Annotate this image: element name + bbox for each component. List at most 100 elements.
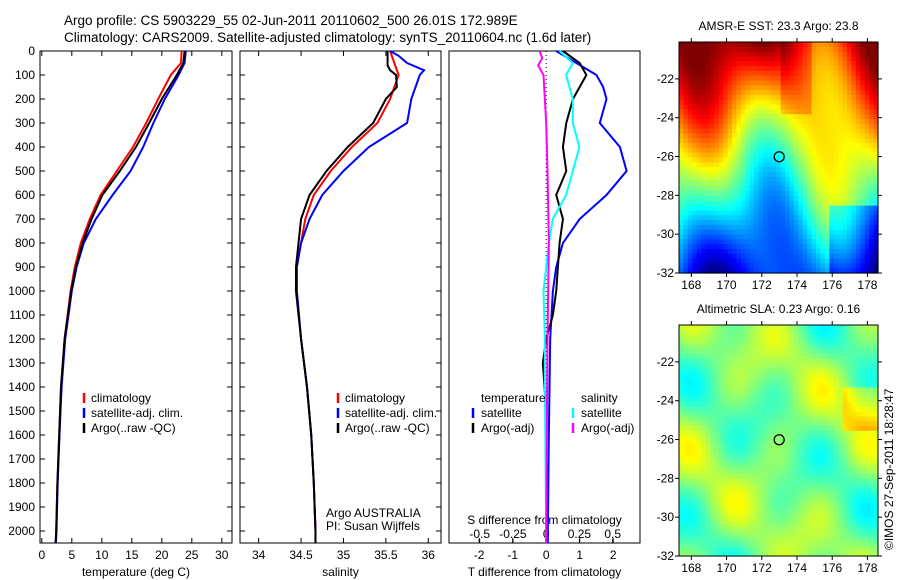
map-cell	[709, 99, 715, 106]
map-cell	[758, 464, 764, 470]
map-cell	[714, 114, 720, 120]
map-cell	[767, 353, 773, 360]
map-cell	[847, 85, 853, 91]
map-cell	[802, 334, 808, 341]
map-cell	[771, 210, 777, 216]
map-cell	[692, 181, 698, 187]
map-cell	[683, 373, 689, 379]
map-cell	[776, 498, 782, 504]
map-cell	[749, 421, 755, 427]
map-cell	[736, 162, 742, 168]
map-cell	[824, 522, 830, 528]
map-cell	[763, 167, 769, 173]
map-cell	[851, 392, 857, 398]
map-cell	[851, 253, 857, 260]
map-cell	[785, 152, 791, 159]
map-cell	[820, 358, 826, 365]
map-cell	[687, 411, 693, 418]
map-cell	[798, 248, 804, 255]
annotation: Argo AUSTRALIA	[326, 506, 421, 520]
map-cell	[833, 507, 839, 514]
map-cell	[847, 387, 853, 393]
map-cell	[696, 205, 702, 212]
map-cell	[732, 464, 738, 470]
map-cell	[679, 464, 685, 470]
map-cell	[811, 450, 817, 456]
map-cell	[718, 123, 724, 130]
map-cell	[705, 430, 711, 437]
map-cell	[820, 488, 826, 495]
map-cell	[705, 373, 711, 379]
map-cell	[829, 479, 835, 485]
map-cell	[723, 244, 729, 250]
map-cell	[709, 239, 715, 245]
map-cell	[687, 224, 693, 231]
map-cell	[754, 85, 760, 91]
map-cell	[763, 268, 769, 274]
map-cell	[763, 522, 769, 528]
map-cell	[855, 239, 861, 245]
map-cell	[696, 171, 702, 178]
map-cell	[749, 220, 755, 226]
map-cell	[816, 85, 822, 91]
map-cell	[714, 377, 720, 384]
map-cell	[701, 224, 707, 231]
map-cell	[679, 244, 685, 250]
map-cell	[705, 507, 711, 514]
map-cell	[692, 210, 698, 216]
map-cell	[767, 334, 773, 341]
x-tick-label: 172	[752, 278, 772, 292]
map-cell	[780, 382, 786, 389]
legend-label: climatology	[345, 391, 405, 405]
map-cell	[767, 522, 773, 528]
map-cell	[767, 440, 773, 446]
map-cell	[718, 114, 724, 120]
map-cell	[776, 353, 782, 360]
map-cell	[749, 450, 755, 456]
y-tick-label: -30	[657, 227, 675, 241]
map-cell	[771, 387, 777, 393]
map-cell	[847, 397, 853, 403]
map-cell	[736, 157, 742, 163]
map-cell	[749, 123, 755, 130]
map-cell	[740, 512, 746, 519]
map-cell	[776, 325, 782, 331]
map-cell	[727, 123, 733, 130]
x-tick-label: 10	[95, 548, 109, 562]
map-cell	[718, 551, 724, 557]
map-cell	[754, 421, 760, 427]
map-cell	[833, 454, 839, 461]
map-cell	[776, 329, 782, 336]
map-cell	[851, 109, 857, 115]
map-cell	[873, 147, 879, 154]
map-cell	[718, 454, 724, 461]
map-cell	[776, 143, 782, 149]
map-cell	[789, 392, 795, 398]
map-cell	[847, 253, 853, 260]
map-cell	[864, 138, 870, 144]
map-cell	[705, 147, 711, 154]
map-cell	[736, 503, 742, 509]
map-cell	[860, 152, 866, 159]
map-cell	[802, 61, 808, 67]
map-cell	[851, 368, 857, 374]
map-cell	[860, 459, 866, 466]
map-cell	[740, 363, 746, 369]
map-cell	[785, 406, 791, 413]
map-cell	[829, 426, 835, 432]
map-cell	[705, 377, 711, 384]
map-cell	[851, 181, 857, 187]
map-cell	[851, 171, 857, 178]
map-cell	[780, 258, 786, 264]
map-cell	[701, 90, 707, 96]
map-cell	[687, 382, 693, 389]
map-cell	[736, 402, 742, 408]
map-cell	[838, 329, 844, 336]
map-cell	[745, 99, 751, 106]
map-cell	[833, 114, 839, 120]
map-cell	[758, 123, 764, 130]
map-cell	[807, 75, 813, 82]
map-cell	[807, 143, 813, 149]
map-cell	[780, 70, 786, 77]
map-cell	[754, 474, 760, 480]
